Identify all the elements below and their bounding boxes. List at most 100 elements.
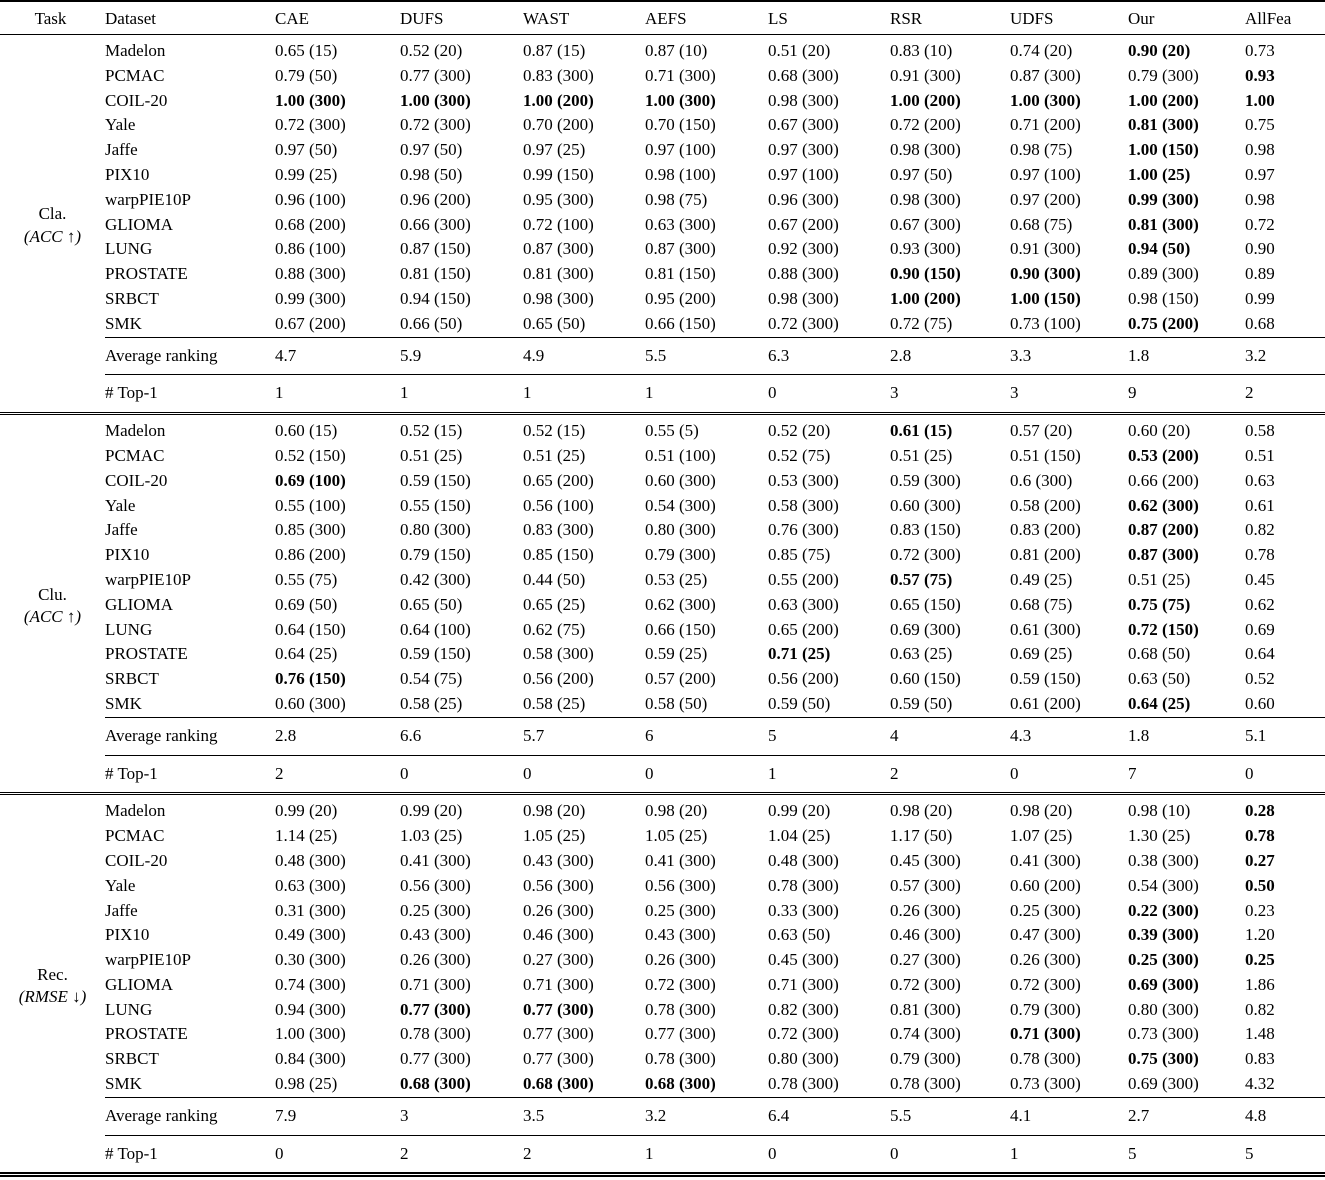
result-cell: 0.26 (300) — [890, 900, 961, 920]
result-cell: 0.81 (300) — [523, 264, 594, 284]
result-cell: 0.73 (300) — [1128, 1024, 1199, 1044]
summary-value: 3.2 — [1245, 336, 1325, 375]
result-cell: 0.99 (20) — [400, 792, 523, 825]
table-row: Clu. (ACC ↑) Madelon 0.60 (15) 0.52 (15) 0.52… — [0, 412, 1325, 794]
result-cell: 0.72 (300) — [645, 974, 716, 994]
dataset-name: PIX10 — [105, 164, 150, 184]
result-cell: 0.46 (300) — [523, 925, 594, 945]
result-cell: 0.79 (150) — [400, 545, 471, 565]
result-cell: 0.81 (300) — [890, 999, 961, 1019]
result-cell: 0.62 (300) — [645, 594, 716, 614]
table-row: PIX10 0.49 (300) 0.43 (300) 0.46 (300) 0.43 … — [0, 923, 1325, 948]
table-row: LUNG 0.94 (300) 0.77 (300) 0.77 (300) 0.78 (… — [0, 998, 1325, 1023]
result-cell: 0.82 — [1245, 520, 1275, 540]
result-cell: 0.81 (300) — [1128, 115, 1199, 135]
result-cell: 0.59 (50) — [768, 693, 831, 713]
result-cell: 0.83 (300) — [523, 520, 594, 540]
dataset-name: warpPIE10P — [105, 950, 191, 970]
result-cell: 0.80 (300) — [645, 520, 716, 540]
result-cell: 0.81 (150) — [645, 264, 716, 284]
summary-value: 1 — [645, 374, 768, 414]
result-cell: 0.72 (150) — [1128, 619, 1199, 639]
table-row: warpPIE10P 0.30 (300) 0.26 (300) 0.27 (300)… — [0, 948, 1325, 973]
summary-value: 4.3 — [1010, 716, 1128, 756]
result-cell: 0.57 (200) — [645, 669, 716, 689]
table-row: GLIOMA 0.68 (200) 0.66 (300) 0.72 (100) 0.63… — [0, 213, 1325, 238]
column-header-our: Our — [1128, 1, 1245, 35]
table-row: SRBCT 0.76 (150) 0.54 (75) 0.56 (200) 0.57 (… — [0, 667, 1325, 692]
result-cell: 1.00 (200) — [523, 90, 594, 110]
result-cell: 1.48 — [1245, 1024, 1275, 1044]
result-cell: 0.64 (25) — [1128, 693, 1191, 713]
result-cell: 0.58 (200) — [1010, 495, 1081, 515]
result-cell: 1.20 — [1245, 925, 1275, 945]
table-row: PCMAC 0.52 (150) 0.51 (25) 0.51 (25) 0.51 (1… — [0, 444, 1325, 469]
average-ranking-row: Average ranking 7.9 3 3.5 3.2 6.4 5.5 4.1 2.7 4.8 — [0, 1096, 1325, 1136]
summary-value: 3 — [890, 374, 1010, 414]
result-cell: 0.63 (300) — [768, 594, 839, 614]
result-cell: 0.59 (150) — [1010, 669, 1081, 689]
column-header-allfea: AllFea — [1245, 1, 1325, 35]
result-cell: 0.60 (300) — [890, 495, 961, 515]
result-cell: 0.68 (300) — [400, 1074, 471, 1094]
result-cell: 0.77 (300) — [523, 999, 594, 1019]
result-cell: 0.69 — [1245, 619, 1275, 639]
summary-value: 2 — [1245, 374, 1325, 414]
result-cell: 0.73 (100) — [1010, 313, 1081, 333]
result-cell: 0.58 (300) — [523, 644, 594, 664]
summary-value: 7.9 — [275, 1096, 400, 1136]
result-cell: 0.89 (300) — [1128, 264, 1199, 284]
result-cell: 0.58 (50) — [645, 693, 708, 713]
result-cell: 0.72 (300) — [275, 115, 346, 135]
table-row: PCMAC 1.14 (25) 1.03 (25) 1.05 (25) 1.05 (25… — [0, 824, 1325, 849]
result-cell: 0.59 (50) — [890, 693, 953, 713]
result-cell: 0.57 (300) — [890, 875, 961, 895]
result-cell: 0.70 (200) — [523, 115, 594, 135]
result-cell: 0.88 (300) — [275, 264, 346, 284]
summary-value: 3.2 — [645, 1096, 768, 1136]
result-cell: 0.79 (300) — [1128, 65, 1199, 85]
summary-value: 1 — [275, 374, 400, 414]
result-cell: 0.97 (100) — [1010, 164, 1081, 184]
result-cell: 0.66 (150) — [645, 313, 716, 333]
result-cell: 0.30 (300) — [275, 950, 346, 970]
result-cell: 0.78 (300) — [400, 1024, 471, 1044]
result-cell: 0.71 (300) — [1010, 1024, 1081, 1044]
result-cell: 0.74 (300) — [275, 974, 346, 994]
result-cell: 0.67 (200) — [768, 214, 839, 234]
result-cell: 0.63 (25) — [890, 644, 953, 664]
summary-value: 1.8 — [1128, 716, 1245, 756]
result-cell: 0.45 — [1245, 569, 1275, 589]
dataset-name: PIX10 — [105, 925, 150, 945]
result-cell: 0.52 (15) — [400, 412, 523, 444]
task-cell-cla: Cla. (ACC ↑) — [0, 35, 105, 414]
dataset-name: warpPIE10P — [105, 569, 191, 589]
result-cell: 0.66 (300) — [400, 214, 471, 234]
result-cell: 0.64 (100) — [400, 619, 471, 639]
table-row: Yale 0.55 (100) 0.55 (150) 0.56 (100) 0.54 (… — [0, 494, 1325, 519]
result-cell: 0.55 (200) — [768, 569, 839, 589]
table-row: SMK 0.98 (25) 0.68 (300) 0.68 (300) 0.68 (30… — [0, 1072, 1325, 1097]
summary-value: 4.9 — [523, 336, 645, 375]
summary-label: Average ranking — [105, 336, 275, 375]
result-cell: 0.66 (200) — [1128, 470, 1199, 490]
result-cell: 0.81 (300) — [1128, 214, 1199, 234]
result-cell: 0.94 (50) — [1128, 239, 1191, 259]
result-cell: 1.07 (25) — [1010, 826, 1073, 846]
result-cell: 0.94 (300) — [275, 999, 346, 1019]
result-cell: 0.83 (10) — [890, 41, 953, 60]
column-header-task: Task — [0, 1, 105, 35]
dataset-name: PCMAC — [105, 65, 165, 85]
result-cell: 0.64 (150) — [275, 619, 346, 639]
dataset-name: Jaffe — [105, 900, 138, 920]
result-cell: 1.00 (200) — [890, 90, 961, 110]
dataset-name: PIX10 — [105, 545, 150, 565]
result-cell: 0.78 — [1245, 826, 1275, 846]
result-cell: 0.50 — [1245, 875, 1275, 895]
top1-row: # Top-1 1 1 1 1 0 3 3 9 2 — [0, 374, 1325, 414]
dataset-name: Yale — [105, 115, 136, 135]
table-row: Jaffe 0.85 (300) 0.80 (300) 0.83 (300) 0.80 … — [0, 518, 1325, 543]
section-cla: Cla. (ACC ↑) Madelon 0.65 (15) 0.52 (20) 0.87… — [0, 35, 1325, 414]
result-cell: 0.57 (75) — [890, 569, 953, 589]
result-cell: 0.87 (300) — [645, 239, 716, 259]
